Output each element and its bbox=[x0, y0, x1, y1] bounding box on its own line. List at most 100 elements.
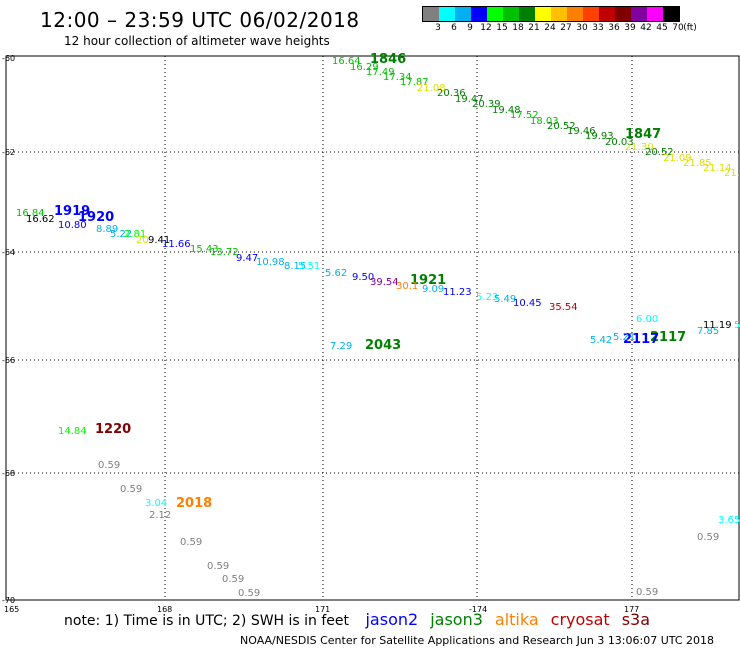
legend-value: 33 bbox=[592, 23, 604, 33]
lat-tick-label: -66 bbox=[2, 356, 15, 365]
lon-tick-label: 165 bbox=[4, 605, 19, 614]
satellite-name-cryosat: cryosat bbox=[550, 610, 610, 629]
legend-swatch bbox=[471, 7, 487, 21]
satellite-name-jason2: jason2 bbox=[365, 610, 419, 629]
wave-height-label: 30.1 bbox=[396, 281, 418, 292]
wave-height-label: 5.49 bbox=[494, 294, 516, 305]
wave-height-label: 14.84 bbox=[58, 426, 87, 437]
wave-height-label: 9.47 bbox=[236, 253, 258, 264]
lon-tick-label: 171 bbox=[315, 605, 330, 614]
legend-swatch bbox=[423, 7, 439, 21]
pass-time-label: 2117 bbox=[650, 330, 686, 345]
pass-time-label: 1847 bbox=[625, 127, 661, 142]
wave-height-label: 0.59 bbox=[222, 574, 244, 585]
wave-height-label: 5.51 bbox=[298, 261, 320, 272]
wave-height-label: 18.03 bbox=[530, 116, 559, 127]
wave-height-label: 8.15 bbox=[284, 261, 306, 272]
lat-tick-label: -60 bbox=[2, 54, 15, 63]
legend-value: 15 bbox=[496, 23, 508, 33]
legend-swatch bbox=[663, 7, 679, 21]
wave-height-label: 9.09 bbox=[422, 284, 444, 295]
pass-time-label: 1921 bbox=[410, 273, 446, 288]
satellite-name-jason3: jason3 bbox=[430, 610, 483, 629]
wave-height-label: 0.59 bbox=[207, 561, 229, 572]
pass-time-label: 1919 bbox=[54, 204, 90, 219]
wave-height-label: 20.52 bbox=[547, 121, 576, 132]
wave-height-label: 5.21 bbox=[613, 332, 635, 343]
legend-value: 3 bbox=[435, 23, 441, 33]
wave-height-label: 10.45 bbox=[513, 298, 542, 309]
wave-height-label: 19.93 bbox=[585, 131, 614, 142]
wave-height-label: 21.09 bbox=[663, 153, 692, 164]
wave-height-label: 7.85 bbox=[697, 326, 719, 337]
satellite-name-altika: altika bbox=[494, 610, 539, 629]
wave-height-label: 20.36 bbox=[437, 88, 466, 99]
note-text: note: 1) Time is in UTC; 2) SWH is in fe… bbox=[64, 613, 350, 629]
wave-height-label: 39.54 bbox=[370, 277, 399, 288]
wave-height-label: 20.03 bbox=[605, 137, 634, 148]
wave-height-label: 11.66 bbox=[162, 239, 191, 250]
color-legend bbox=[422, 6, 680, 22]
wave-height-label: 10.80 bbox=[58, 220, 87, 231]
legend-value: 36 bbox=[608, 23, 620, 33]
legend-value: 42 bbox=[640, 23, 652, 33]
wave-height-label: 19.47 bbox=[455, 94, 484, 105]
wave-height-label: 17.87 bbox=[400, 77, 429, 88]
pass-time-label: 2117 bbox=[623, 332, 659, 347]
wave-height-label: 21. bbox=[724, 168, 740, 179]
pass-time-label: 2018 bbox=[176, 496, 212, 511]
legend-swatch bbox=[535, 7, 551, 21]
wave-height-label: 0.59 bbox=[120, 484, 142, 495]
wave-height-label: 20. bbox=[136, 235, 152, 246]
wave-height-label: 21.08 bbox=[417, 83, 446, 94]
wave-height-label: 21.85 bbox=[683, 158, 712, 169]
page-title: 12:00 – 23:59 UTC 06/02/2018 bbox=[40, 8, 360, 32]
lat-tick-label: -68 bbox=[2, 469, 15, 478]
wave-height-label: 0.59 bbox=[238, 588, 260, 599]
legend-swatch bbox=[519, 7, 535, 21]
legend-swatch bbox=[567, 7, 583, 21]
wave-height-label: 2.81 bbox=[124, 229, 146, 240]
wave-height-label: 0.59 bbox=[180, 537, 202, 548]
wave-height-label: 20.39 bbox=[472, 99, 501, 110]
lat-tick-label: -70 bbox=[2, 596, 15, 605]
lon-tick-label: -174 bbox=[469, 605, 487, 614]
wave-height-label: 2.12 bbox=[149, 510, 171, 521]
legend-value: 45 bbox=[656, 23, 668, 33]
wave-height-label: 11.19 bbox=[703, 320, 732, 331]
satellite-legend: jason2 jason3 altika cryosat s3a bbox=[353, 610, 651, 629]
wave-height-label: 9.50 bbox=[352, 272, 374, 283]
wave-height-label: 17.49 bbox=[366, 67, 395, 78]
wave-height-label: 6.00 bbox=[636, 314, 658, 325]
wave-height-label: 9.41 bbox=[148, 235, 170, 246]
legend-swatch bbox=[503, 7, 519, 21]
legend-swatch bbox=[439, 7, 455, 21]
pass-time-label: 1220 bbox=[95, 422, 131, 437]
legend-swatch bbox=[551, 7, 567, 21]
satellite-name-s3a: s3a bbox=[621, 610, 651, 629]
wave-height-label: 5.22 bbox=[110, 229, 132, 240]
legend-swatch bbox=[487, 7, 503, 21]
pass-time-label: 1920 bbox=[78, 210, 114, 225]
pass-time-label: 1846 bbox=[370, 52, 406, 67]
legend-swatch bbox=[583, 7, 599, 21]
wave-height-label: 16.84 bbox=[16, 208, 45, 219]
lon-tick-label: 168 bbox=[157, 605, 172, 614]
legend-swatch bbox=[599, 7, 615, 21]
wave-height-label: 5.62 bbox=[325, 268, 347, 279]
wave-height-label: 5.42 bbox=[590, 335, 612, 346]
wave-height-label: 21.30 bbox=[625, 142, 654, 153]
credit-line: NOAA/NESDIS Center for Satellite Applica… bbox=[240, 634, 715, 647]
legend-swatch bbox=[647, 7, 663, 21]
wave-height-label: 13.72 bbox=[210, 247, 239, 258]
wave-height-label: 20.52 bbox=[645, 147, 674, 158]
legend-value: 24 bbox=[544, 23, 556, 33]
wave-height-label: 8.89 bbox=[96, 224, 118, 235]
legend-unit: (ft) bbox=[683, 23, 697, 33]
wave-height-label: 35.54 bbox=[549, 302, 578, 313]
lat-tick-label: -62 bbox=[2, 148, 15, 157]
wave-height-label: 15.43 bbox=[190, 244, 219, 255]
legend-value: 18 bbox=[512, 23, 524, 33]
wave-height-label: 5.23 bbox=[476, 292, 498, 303]
